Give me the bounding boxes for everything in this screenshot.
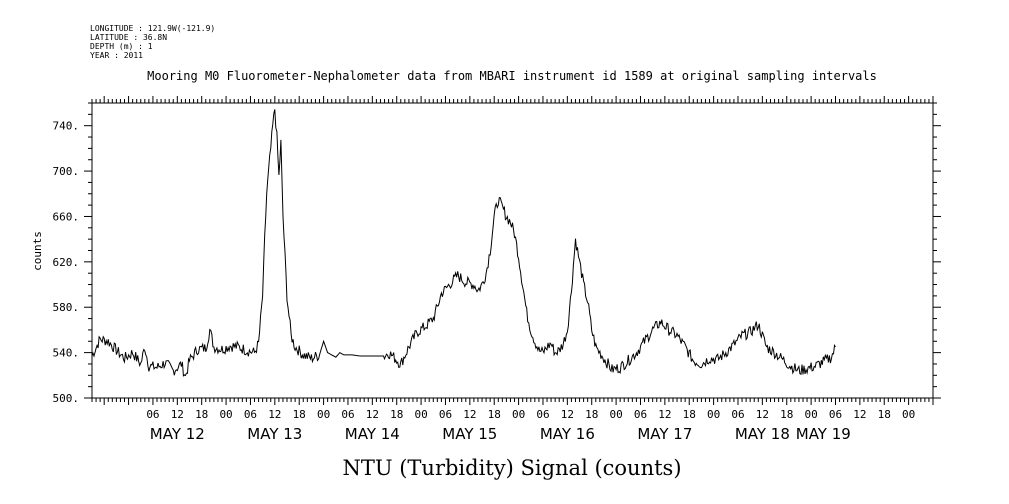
header-depth: DEPTH (m) : 1 [90,42,153,51]
header-latitude: LATITUDE : 36.8N [90,33,167,42]
y-tick-label: 740. [53,120,80,133]
x-tick-label: 12 [171,408,184,421]
y-tick-labels: 500. 540. 580. 620. 660. 700. 740. [53,120,80,405]
y-tick-label: 580. [53,301,80,314]
day-label: MAY 16 [540,425,595,443]
series-line [91,109,836,377]
x-tick-label: 12 [463,408,476,421]
y-axis-label: counts [31,231,44,271]
x-tick-label: 18 [683,408,696,421]
x-tick-labels: 06 12 18 00 06 12 18 00 06 12 18 00 06 12 18 00 06 12 18 00… [146,408,915,421]
x-tick-label: 18 [293,408,306,421]
y-tick-label: 620. [53,256,80,269]
day-labels: MAY 12 MAY 13 MAY 14 MAY 15 MAY 16 MAY 17 MAY … [150,425,851,443]
x-tick-label: 18 [488,408,501,421]
x-tick-label: 00 [414,408,427,421]
day-label: MAY 18 [735,425,790,443]
x-tick-label: 18 [585,408,598,421]
header-year: YEAR : 2011 [90,51,143,60]
x-tick-label: 00 [902,408,915,421]
x-tick-label: 00 [707,408,720,421]
x-tick-label: 18 [390,408,403,421]
y-tick-label: 500. [53,392,80,405]
x-tick-label: 00 [804,408,817,421]
y-tick-label: 540. [53,347,80,360]
day-label: MAY 13 [247,425,302,443]
x-tick-label: 00 [317,408,330,421]
x-tick-label: 00 [609,408,622,421]
x-tick-label: 12 [853,408,866,421]
x-tick-label: 00 [512,408,525,421]
x-axis-label: NTU (Turbidity) Signal (counts) [342,456,681,480]
x-tick-label: 06 [731,408,744,421]
x-tick-label: 12 [366,408,379,421]
y-tick-label: 660. [53,210,80,223]
x-tick-label: 06 [341,408,354,421]
tick-group [84,96,941,405]
x-tick-label: 18 [195,408,208,421]
x-tick-label: 06 [146,408,159,421]
y-tick-label: 700. [53,165,80,178]
day-label: MAY 19 [796,425,851,443]
x-tick-label: 06 [536,408,549,421]
chart-title: Mooring M0 Fluorometer-Nephalometer data… [147,69,877,83]
x-tick-label: 00 [219,408,232,421]
day-label: MAY 17 [637,425,692,443]
day-label: MAY 14 [345,425,400,443]
header-longitude: LONGITUDE : 121.9W(-121.9) [90,24,215,33]
x-tick-label: 06 [634,408,647,421]
x-tick-label: 18 [878,408,891,421]
x-tick-label: 06 [244,408,257,421]
x-tick-label: 06 [829,408,842,421]
x-tick-label: 12 [658,408,671,421]
x-tick-label: 12 [561,408,574,421]
day-label: MAY 12 [150,425,205,443]
day-label: MAY 15 [442,425,497,443]
x-tick-label: 18 [780,408,793,421]
x-tick-label: 06 [439,408,452,421]
x-tick-label: 12 [756,408,769,421]
x-tick-label: 12 [268,408,281,421]
